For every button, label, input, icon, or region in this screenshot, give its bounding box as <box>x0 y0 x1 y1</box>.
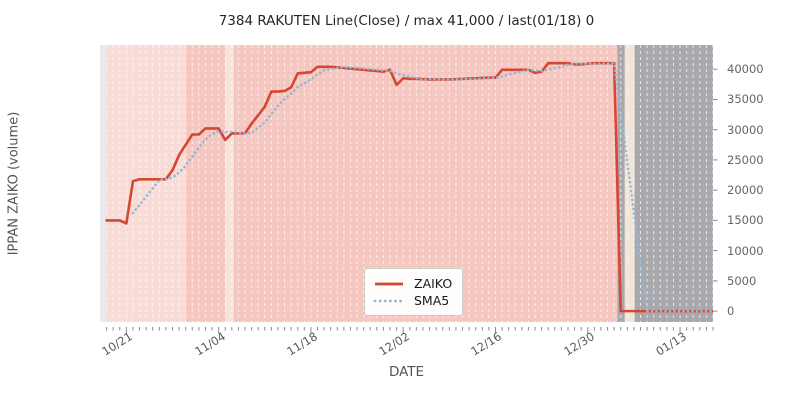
background-span-band-2 <box>624 45 635 322</box>
chart-title: 7384 RAKUTEN Line(Close) / max 41,000 / … <box>218 13 595 29</box>
y-tick-label: 20000 <box>727 183 764 198</box>
y-tick-label: 40000 <box>727 62 764 77</box>
legend-label-sma5: SMA5 <box>414 293 450 308</box>
y-axis-label: IPPAN ZAIKO (volume) <box>6 111 22 256</box>
legend-item-sma5: SMA5 <box>373 292 452 309</box>
legend-item-zaiko: ZAIKO <box>373 275 452 292</box>
y-tick-label: 10000 <box>727 243 764 258</box>
x-axis-label: DATE <box>388 364 425 380</box>
y-tick-labels: 0 5000 10000 15000 20000 25000 30000 35000 40000 <box>725 45 795 335</box>
y-tick-marks <box>713 68 718 312</box>
plot-area <box>100 45 713 322</box>
sma5-line <box>131 61 713 313</box>
y-tick-label: 0 <box>727 304 735 319</box>
legend-label-zaiko: ZAIKO <box>414 276 453 291</box>
y-tick-label: 15000 <box>727 213 764 228</box>
background-span-pink-light <box>105 45 186 322</box>
y-axis-ticks <box>713 45 723 322</box>
y-tick-label: 5000 <box>727 273 757 288</box>
x-axis-ticks <box>100 322 720 334</box>
chart-canvas <box>105 45 713 322</box>
zaiko-line-swatch <box>375 282 403 285</box>
x-tick-marks <box>106 327 714 334</box>
y-tick-label: 30000 <box>727 122 764 137</box>
legend: ZAIKO SMA5 <box>364 268 464 316</box>
y-tick-label: 25000 <box>727 152 764 167</box>
y-tick-label: 35000 <box>727 92 764 107</box>
sma5-line-swatch <box>373 299 405 302</box>
background-span-band-1 <box>225 45 234 322</box>
